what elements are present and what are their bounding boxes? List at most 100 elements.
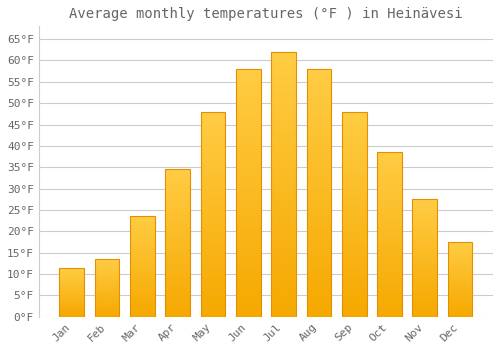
Bar xyxy=(412,310,437,311)
Bar xyxy=(377,243,402,244)
Bar xyxy=(271,309,296,312)
Bar xyxy=(412,306,437,307)
Bar xyxy=(166,262,190,264)
Bar xyxy=(130,261,155,262)
Bar xyxy=(306,280,331,282)
Bar xyxy=(412,294,437,296)
Bar xyxy=(377,205,402,206)
Bar xyxy=(412,247,437,248)
Bar xyxy=(200,233,226,235)
Bar xyxy=(412,232,437,233)
Bar xyxy=(166,190,190,191)
Bar xyxy=(130,297,155,298)
Bar xyxy=(200,192,226,194)
Bar xyxy=(166,315,190,317)
Bar xyxy=(306,230,331,232)
Bar xyxy=(448,294,472,295)
Bar xyxy=(306,124,331,126)
Bar xyxy=(166,281,190,283)
Bar xyxy=(412,210,437,211)
Bar xyxy=(306,252,331,255)
Bar xyxy=(166,295,190,296)
Bar xyxy=(342,233,366,235)
Bar xyxy=(412,279,437,280)
Bar xyxy=(342,249,366,251)
Bar xyxy=(448,265,472,266)
Bar xyxy=(412,248,437,250)
Bar xyxy=(306,89,331,91)
Bar xyxy=(377,174,402,175)
Bar xyxy=(377,253,402,254)
Bar xyxy=(448,282,472,283)
Bar xyxy=(448,283,472,284)
Bar xyxy=(271,182,296,184)
Bar xyxy=(306,76,331,79)
Bar xyxy=(342,192,366,194)
Bar xyxy=(166,261,190,262)
Bar xyxy=(60,302,84,303)
Bar xyxy=(166,298,190,299)
Bar xyxy=(306,86,331,89)
Bar xyxy=(200,136,226,138)
Bar xyxy=(60,314,84,315)
Bar xyxy=(200,266,226,268)
Bar xyxy=(342,216,366,218)
Bar xyxy=(448,298,472,299)
Bar xyxy=(166,240,190,241)
Bar xyxy=(130,239,155,240)
Bar xyxy=(200,282,226,284)
Bar xyxy=(130,246,155,247)
Bar xyxy=(166,270,190,271)
Bar xyxy=(166,268,190,270)
Bar xyxy=(271,192,296,195)
Bar xyxy=(60,278,84,279)
Bar xyxy=(166,202,190,203)
Bar xyxy=(342,171,366,173)
Bar xyxy=(236,225,260,228)
Bar xyxy=(342,149,366,151)
Bar xyxy=(448,287,472,288)
Bar xyxy=(130,217,155,218)
Bar xyxy=(377,192,402,194)
Bar xyxy=(271,227,296,229)
Bar xyxy=(271,121,296,124)
Bar xyxy=(271,166,296,168)
Bar xyxy=(306,161,331,163)
Bar xyxy=(448,276,472,277)
Bar xyxy=(306,94,331,96)
Bar xyxy=(200,220,226,223)
Bar xyxy=(130,283,155,284)
Bar xyxy=(60,296,84,297)
Bar xyxy=(94,285,120,286)
Bar xyxy=(200,253,226,255)
Bar xyxy=(166,313,190,314)
Bar xyxy=(342,136,366,138)
Bar xyxy=(200,181,226,183)
Bar xyxy=(166,302,190,303)
Bar xyxy=(94,311,120,312)
Bar xyxy=(200,231,226,233)
Bar xyxy=(236,210,260,213)
Bar xyxy=(271,94,296,97)
Bar xyxy=(94,299,120,300)
Bar xyxy=(130,310,155,311)
Bar xyxy=(271,168,296,171)
Bar xyxy=(94,283,120,284)
Bar xyxy=(342,159,366,161)
Bar xyxy=(271,219,296,222)
Bar xyxy=(377,310,402,312)
Bar xyxy=(306,69,331,317)
Bar xyxy=(306,220,331,223)
Bar xyxy=(236,146,260,148)
Bar xyxy=(342,315,366,317)
Bar xyxy=(236,302,260,304)
Bar xyxy=(166,196,190,197)
Bar xyxy=(271,118,296,121)
Bar xyxy=(377,315,402,317)
Bar xyxy=(342,278,366,280)
Bar xyxy=(94,278,120,279)
Bar xyxy=(60,292,84,293)
Bar xyxy=(200,198,226,200)
Bar xyxy=(412,313,437,314)
Bar xyxy=(236,158,260,161)
